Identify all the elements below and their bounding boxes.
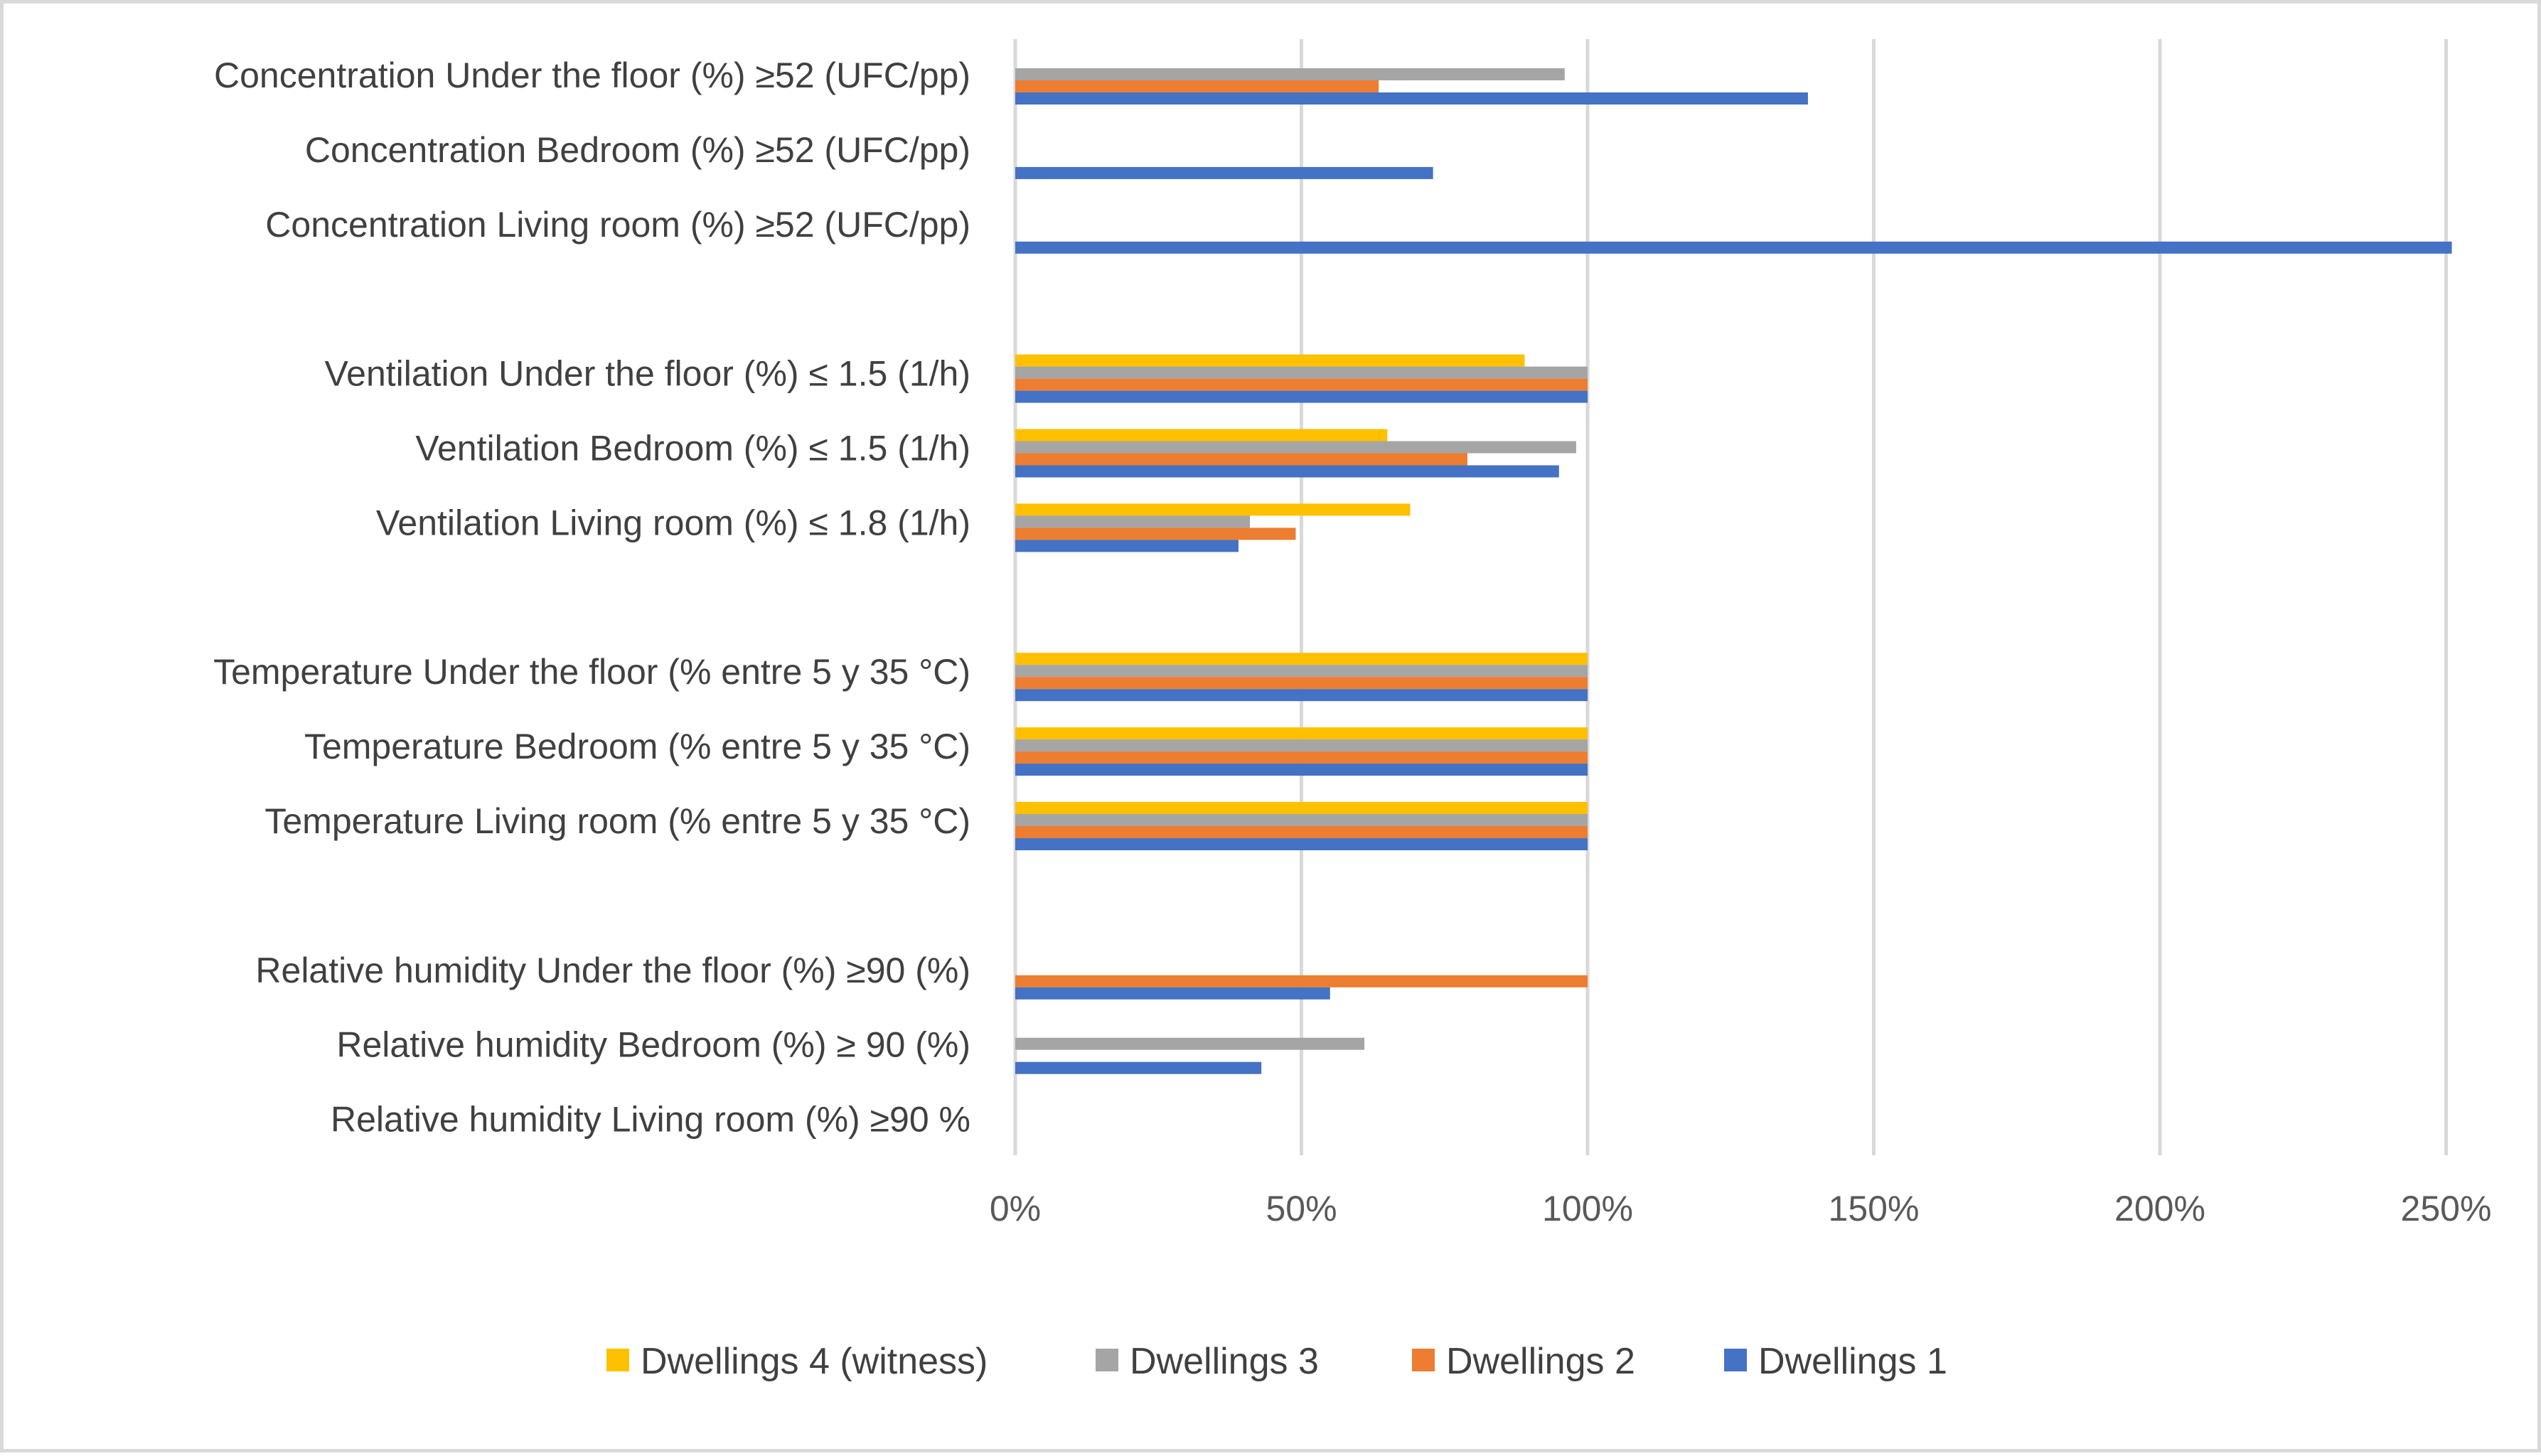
category-label: Relative humidity Living room (%) ≥90 % <box>331 1100 970 1140</box>
bar-dwellings-3 <box>1015 814 1588 826</box>
bar-dwellings-3 <box>1015 665 1588 678</box>
bar-dwellings-4-witness- <box>1015 802 1588 814</box>
category-label: Temperature Under the floor (% entre 5 y… <box>213 652 970 692</box>
category-label: Ventilation Living room (%) ≤ 1.8 (1/h) <box>376 503 970 542</box>
bar-dwellings-2 <box>1015 975 1588 987</box>
bar-dwellings-4-witness- <box>1015 727 1588 740</box>
bar-dwellings-1 <box>1015 838 1588 850</box>
x-tick-label: 100% <box>1542 1189 1633 1228</box>
bar-dwellings-3 <box>1015 515 1251 528</box>
bar-chart: Concentration Under the floor (%) ≥52 (U… <box>213 39 2492 1382</box>
bar-dwellings-2 <box>1015 80 1379 92</box>
x-tick-label: 150% <box>1829 1189 1920 1228</box>
category-label: Relative humidity Under the floor (%) ≥9… <box>255 951 970 990</box>
bar-dwellings-2 <box>1015 378 1588 391</box>
bar-dwellings-2 <box>1015 751 1588 764</box>
bar-dwellings-4-witness- <box>1015 354 1525 367</box>
legend-label: Dwellings 3 <box>1130 1341 1319 1382</box>
category-label: Relative humidity Bedroom (%) ≥ 90 (%) <box>336 1025 970 1065</box>
bar-dwellings-2 <box>1015 528 1296 540</box>
category-label: Concentration Under the floor (%) ≥52 (U… <box>214 55 970 95</box>
bar-dwellings-3 <box>1015 441 1576 454</box>
bars <box>1015 68 2452 1074</box>
legend: Dwellings 4 (witness) Dwellings 3 Dwelling… <box>606 1341 1947 1382</box>
x-tick-label: 250% <box>2401 1189 2492 1228</box>
bar-dwellings-1 <box>1015 92 1808 105</box>
category-label: Temperature Bedroom (% entre 5 y 35 °C) <box>304 727 970 766</box>
gridlines <box>1013 39 2448 1155</box>
bar-dwellings-4-witness- <box>1015 653 1588 665</box>
bar-dwellings-2 <box>1015 677 1588 690</box>
bar-dwellings-4-witness- <box>1015 429 1388 441</box>
category-label: Temperature Living room (% entre 5 y 35 … <box>264 801 970 841</box>
bar-dwellings-1 <box>1015 987 1330 1000</box>
legend-label: Dwellings 1 <box>1758 1341 1947 1382</box>
bar-dwellings-4-witness- <box>1015 503 1411 516</box>
x-tick-labels: 0% 50% 100% 150% 200% 250% <box>990 1189 2492 1228</box>
x-tick-label: 50% <box>1266 1189 1337 1228</box>
bar-dwellings-3 <box>1015 68 1565 80</box>
category-label: Concentration Living room (%) ≥52 (UFC/p… <box>265 205 970 245</box>
bar-dwellings-3 <box>1015 1037 1365 1050</box>
bar-dwellings-1 <box>1015 540 1239 552</box>
legend-swatch <box>1412 1349 1435 1371</box>
category-label: Ventilation Under the floor (%) ≤ 1.5 (1… <box>325 354 970 394</box>
x-tick-label: 200% <box>2114 1189 2205 1228</box>
legend-swatch <box>1724 1349 1747 1371</box>
bar-dwellings-2 <box>1015 826 1588 838</box>
bar-dwellings-3 <box>1015 739 1588 752</box>
bar-dwellings-1 <box>1015 465 1559 478</box>
bar-dwellings-2 <box>1015 453 1467 466</box>
category-labels: Concentration Under the floor (%) ≥52 (U… <box>213 55 970 1140</box>
legend-swatch <box>1096 1349 1118 1371</box>
category-label: Ventilation Bedroom (%) ≤ 1.5 (1/h) <box>415 429 970 469</box>
bar-dwellings-1 <box>1015 166 1433 179</box>
bar-dwellings-1 <box>1015 241 2452 254</box>
bar-dwellings-1 <box>1015 1061 1262 1074</box>
x-tick-label: 0% <box>990 1189 1041 1228</box>
legend-label: Dwellings 4 (witness) <box>641 1341 988 1382</box>
bar-dwellings-1 <box>1015 689 1588 702</box>
legend-swatch <box>606 1349 629 1371</box>
bar-dwellings-1 <box>1015 390 1588 403</box>
bar-dwellings-1 <box>1015 764 1588 776</box>
bar-dwellings-3 <box>1015 366 1588 379</box>
legend-label: Dwellings 2 <box>1446 1341 1635 1382</box>
category-label: Concentration Bedroom (%) ≥52 (UFC/pp) <box>305 130 970 170</box>
